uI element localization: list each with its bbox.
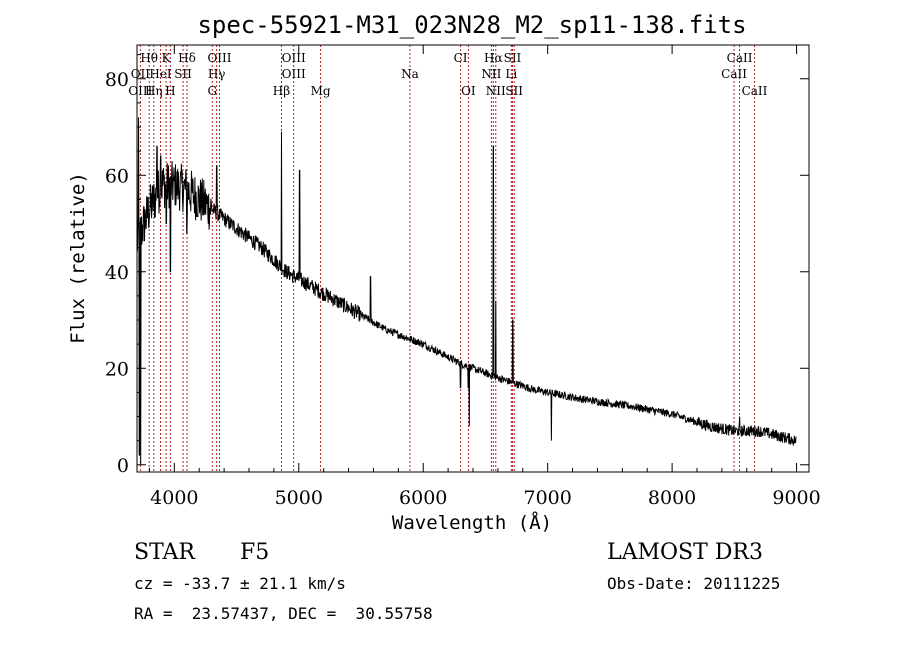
object-class: STAR (134, 540, 195, 565)
x-tick-label: 5000 (275, 487, 323, 509)
spectral-line-label: CaII (721, 67, 747, 81)
y-axis-ticks: 0 20 40 60 80 (105, 54, 809, 477)
subclass: F5 (240, 540, 270, 565)
spectral-line-label: OIII (207, 51, 231, 65)
spectral-line-label: CI (454, 51, 468, 65)
spectral-line-label: OI (461, 84, 476, 98)
spectral-line-label: Hδ (178, 51, 196, 65)
x-tick-label: 9000 (772, 487, 820, 509)
redshift-value: cz = -33.7 ± 21.1 km/s (134, 574, 346, 593)
x-axis-label: Wavelength (Å) (392, 511, 552, 534)
spectral-line-label: CaII (727, 51, 753, 65)
y-tick-label: 40 (105, 262, 129, 284)
x-tick-label: 8000 (648, 487, 696, 509)
spectral-line-label: NII (486, 84, 506, 98)
x-axis-ticks: 4000 5000 6000 7000 8000 9000 (148, 45, 821, 509)
spectral-line-label: SII (174, 67, 192, 81)
spectral-line-label: Hβ (273, 84, 290, 98)
chart-title: spec-55921-M31_023N28_M2_sp11-138.fits (197, 11, 746, 39)
x-tick-label: 6000 (399, 487, 447, 509)
y-tick-label: 60 (105, 165, 129, 187)
y-tick-label: 20 (105, 358, 129, 380)
spectral-line-label: H (165, 84, 175, 98)
spectral-line-label: CaII (742, 84, 768, 98)
y-axis-label: Flux (relative) (67, 172, 89, 344)
spectral-line-label: SII (504, 51, 522, 65)
spectral-line-label: Mg (311, 84, 331, 98)
spectral-line-label: OIII (128, 84, 152, 98)
spectral-line-label: Hγ (208, 67, 226, 81)
spectral-line-label: OII (131, 67, 151, 81)
spectral-line-label: NII (481, 67, 501, 81)
spectral-line-label: OIII (282, 51, 306, 65)
spectral-line-label: Na (401, 67, 419, 81)
spectral-line-label: K (162, 51, 172, 65)
spectral-line-label: Hη (145, 84, 163, 98)
survey-name: LAMOST DR3 (607, 540, 763, 565)
spectral-line-label: Hα (484, 51, 503, 65)
spectral-line-markers (139, 45, 755, 472)
plot-frame (136, 44, 810, 473)
spectral-line-label: Hθ (140, 51, 158, 65)
y-tick-label: 0 (117, 455, 129, 477)
spectrum-line (136, 117, 797, 465)
x-tick-label: 7000 (523, 487, 571, 509)
spectral-line-label: OIII (282, 67, 306, 81)
spectral-line-label: Li (505, 67, 517, 81)
coordinates: RA = 23.57437, DEC = 30.55758 (134, 604, 433, 623)
spectral-line-label: G (207, 84, 217, 98)
obs-date: Obs-Date: 20111225 (607, 574, 781, 593)
spectral-line-label: HeI (149, 67, 172, 81)
spectral-line-label: SII (505, 84, 523, 98)
x-tick-label: 4000 (150, 487, 198, 509)
y-tick-label: 80 (105, 69, 129, 91)
